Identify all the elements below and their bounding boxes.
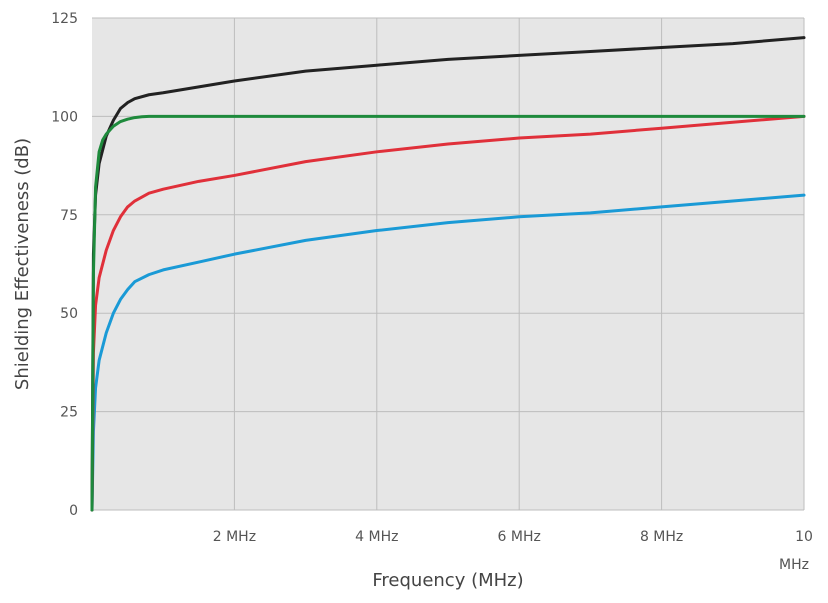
x-tick-label: 2 MHz: [213, 529, 256, 545]
y-axis-title: Shielding Effectiveness (dB): [12, 138, 33, 390]
y-tick-label: 75: [60, 208, 78, 224]
series-line-3: [90, 36, 806, 512]
y-tick-label: 125: [51, 11, 78, 27]
series-line-1: [90, 193, 806, 512]
y-tick-label: 0: [69, 503, 78, 519]
y-tick-label: 100: [51, 109, 78, 125]
x-tick-label: 6 MHz: [498, 529, 541, 545]
series-lines: [90, 36, 806, 512]
x-tick-label: 4 MHz: [355, 529, 398, 545]
x-tick-label-unit: MHz: [779, 557, 809, 573]
x-axis-ticks: 2 MHz 4 MHz 6 MHz 8 MHz 10 MHz: [213, 529, 813, 573]
y-axis-ticks: 0 25 50 75 100 125: [51, 11, 78, 519]
y-tick-label: 50: [60, 306, 78, 322]
x-axis-title: Frequency (MHz): [372, 570, 523, 591]
series-line-4: [90, 114, 806, 512]
plot-area-background: [92, 18, 804, 510]
x-tick-label: 10: [795, 529, 813, 545]
x-tick-label: 8 MHz: [640, 529, 683, 545]
y-tick-label: 25: [60, 405, 78, 421]
series-line-2: [90, 114, 806, 512]
